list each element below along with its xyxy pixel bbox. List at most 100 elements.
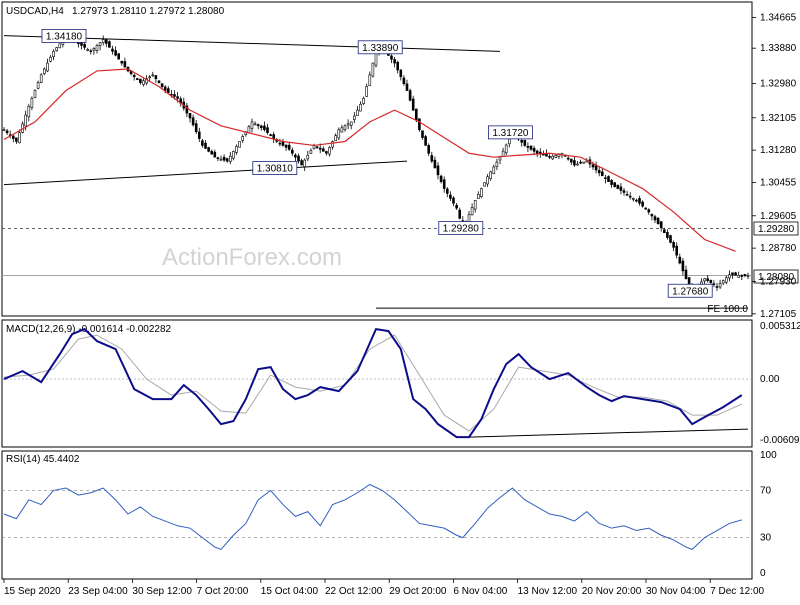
x-tick-label: 20 Nov 20:00 — [582, 586, 642, 597]
candle-body — [356, 109, 359, 116]
annotation-text: 1.27680 — [672, 286, 709, 297]
candle-body — [303, 159, 307, 168]
candle-body — [92, 48, 96, 51]
price-y-tick-label: 1.27105 — [760, 309, 797, 320]
candle-body — [365, 86, 369, 97]
candle-body — [647, 209, 651, 213]
price-annotation-3: 1.30810 — [252, 161, 298, 175]
candle-body — [449, 194, 452, 199]
candle-body — [185, 105, 189, 114]
candle-body — [281, 141, 285, 146]
rsi-layer — [2, 483, 752, 550]
candle-body — [439, 175, 443, 182]
annotation-box — [487, 125, 533, 140]
candle-body — [721, 280, 725, 284]
candle-body — [5, 130, 9, 133]
candle-body — [622, 190, 626, 193]
candle-body — [458, 209, 462, 219]
candle-body — [421, 130, 424, 138]
rsi-panel-frame — [1, 450, 753, 580]
candle-body — [520, 140, 524, 143]
moving-average-line — [3, 68, 736, 252]
candle-body — [160, 83, 164, 87]
candle-body — [235, 146, 238, 153]
candle-body — [706, 278, 710, 281]
candle-body — [582, 161, 586, 164]
candle-body — [173, 94, 176, 97]
candle-body — [579, 161, 582, 164]
candle-body — [188, 113, 192, 119]
candle-body — [740, 275, 744, 277]
rsi-y-tick-label: 30 — [760, 533, 772, 544]
candle-body — [77, 42, 80, 45]
price-y-tick-label: 1.29605 — [760, 211, 797, 222]
candle-body — [167, 88, 170, 93]
candle-body — [424, 136, 427, 146]
candle-body — [95, 45, 99, 52]
candle-body — [433, 159, 437, 169]
candle-body — [712, 283, 716, 285]
candle-body — [681, 260, 685, 272]
candle-body — [328, 147, 331, 155]
candle-body — [492, 166, 496, 175]
candle-body — [18, 132, 21, 144]
candle-body — [210, 150, 213, 155]
candle-body — [201, 140, 204, 146]
price-annotation-2: 1.33890 — [357, 40, 403, 55]
candle-body — [678, 256, 682, 264]
candle-body — [297, 155, 300, 162]
candle-body — [573, 160, 576, 166]
candle-body — [600, 171, 604, 177]
annotation-text: 1.29280 — [443, 224, 480, 235]
x-tick-label: 13 Nov 12:00 — [518, 586, 578, 597]
candle-body — [631, 198, 635, 200]
candle-body — [526, 145, 530, 148]
candle-body — [597, 170, 601, 174]
candle-body — [498, 156, 502, 161]
candle-body — [390, 55, 393, 60]
candle-body — [49, 56, 52, 62]
candle-body — [111, 48, 114, 52]
candle-body — [700, 281, 703, 285]
candle-body — [666, 231, 669, 238]
candle-body — [132, 74, 136, 78]
candle-body — [476, 194, 480, 199]
candle-body — [278, 142, 282, 145]
candle-body — [24, 114, 28, 127]
candle-body — [507, 138, 511, 145]
x-tick-label: 22 Oct 12:00 — [325, 586, 383, 597]
resistance-trendline — [3, 35, 501, 52]
candle-body — [157, 80, 161, 83]
candle-body — [86, 49, 89, 51]
candle-body — [300, 160, 303, 166]
candle-body — [486, 176, 489, 185]
price-layer: 1.34180 1.33890 1.30810 1.31720 1.29280 1.276… — [2, 29, 752, 309]
candle-body — [337, 129, 341, 139]
candle-body — [117, 53, 120, 60]
candle-body — [644, 207, 648, 210]
candle-body — [411, 98, 415, 111]
annotation-text: 1.33890 — [362, 43, 399, 54]
candle-body — [263, 125, 266, 131]
candle-body — [142, 80, 145, 85]
x-tick-label: 15 Sep 2020 — [4, 586, 61, 597]
candle-body — [284, 144, 288, 148]
candle-body — [120, 60, 124, 64]
candle-body — [241, 136, 244, 141]
x-tick-label: 30 Sep 12:00 — [132, 586, 192, 597]
candle-body — [495, 161, 499, 167]
candle-body — [154, 75, 158, 80]
candle-body — [58, 43, 62, 49]
price-y-tick-label: 1.32105 — [760, 113, 797, 124]
rsi-title: RSI(14) 45.4402 — [6, 454, 80, 465]
x-tick-label: 23 Sep 04:00 — [68, 586, 128, 597]
candle-body — [715, 286, 719, 288]
price-annotation-5: 1.29280 — [438, 221, 484, 235]
candle-body — [470, 207, 474, 216]
candle-body — [321, 148, 325, 152]
candle-body — [743, 274, 747, 276]
annotation-box — [438, 221, 484, 235]
candle-body — [294, 154, 297, 158]
